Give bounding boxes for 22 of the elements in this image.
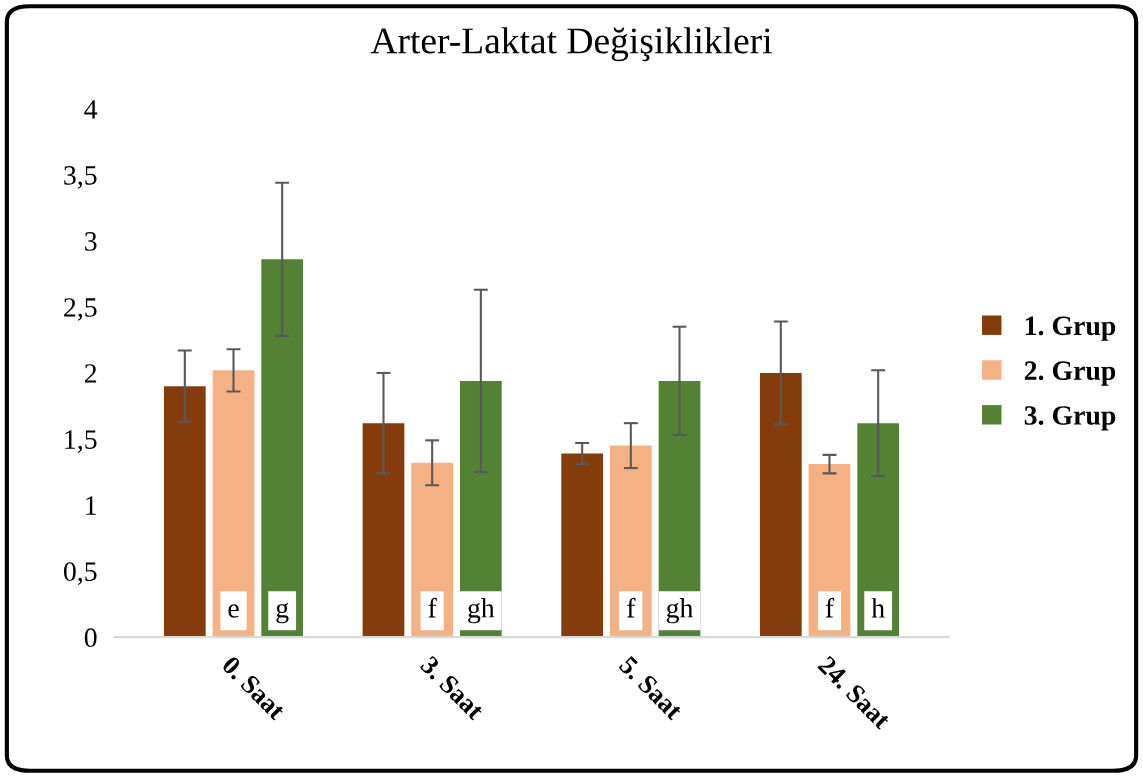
annotation: f — [428, 597, 437, 618]
annotation: f — [825, 597, 835, 618]
y-tick-label: 1 — [86, 496, 96, 515]
y-tick-label: 3 — [85, 232, 97, 251]
y-tick-label: 1,5 — [65, 430, 97, 453]
legend-label: 2. Grup — [1024, 361, 1116, 386]
y-tick-label: 2 — [84, 364, 97, 383]
y-tick-label: 2,5 — [64, 298, 97, 321]
annotation: gh — [666, 598, 694, 624]
y-tick-label: 0,5 — [63, 562, 97, 585]
y-tick-label: 4 — [84, 100, 98, 119]
annotation: e — [228, 604, 239, 618]
annotation: h — [871, 598, 885, 618]
annotation: gh — [468, 598, 495, 624]
legend-label: 1. Grup — [1025, 316, 1116, 341]
annotation: g — [276, 603, 289, 624]
y-tick-label: 0 — [84, 628, 97, 648]
y-tick-label: 3,5 — [64, 166, 97, 189]
x-tick-label: 3. Saat — [419, 655, 486, 721]
legend-label: 3. Grup — [1024, 406, 1116, 431]
annotation: f — [627, 597, 636, 618]
chart-title: Arter-Laktat Değişiklikleri — [370, 27, 772, 62]
